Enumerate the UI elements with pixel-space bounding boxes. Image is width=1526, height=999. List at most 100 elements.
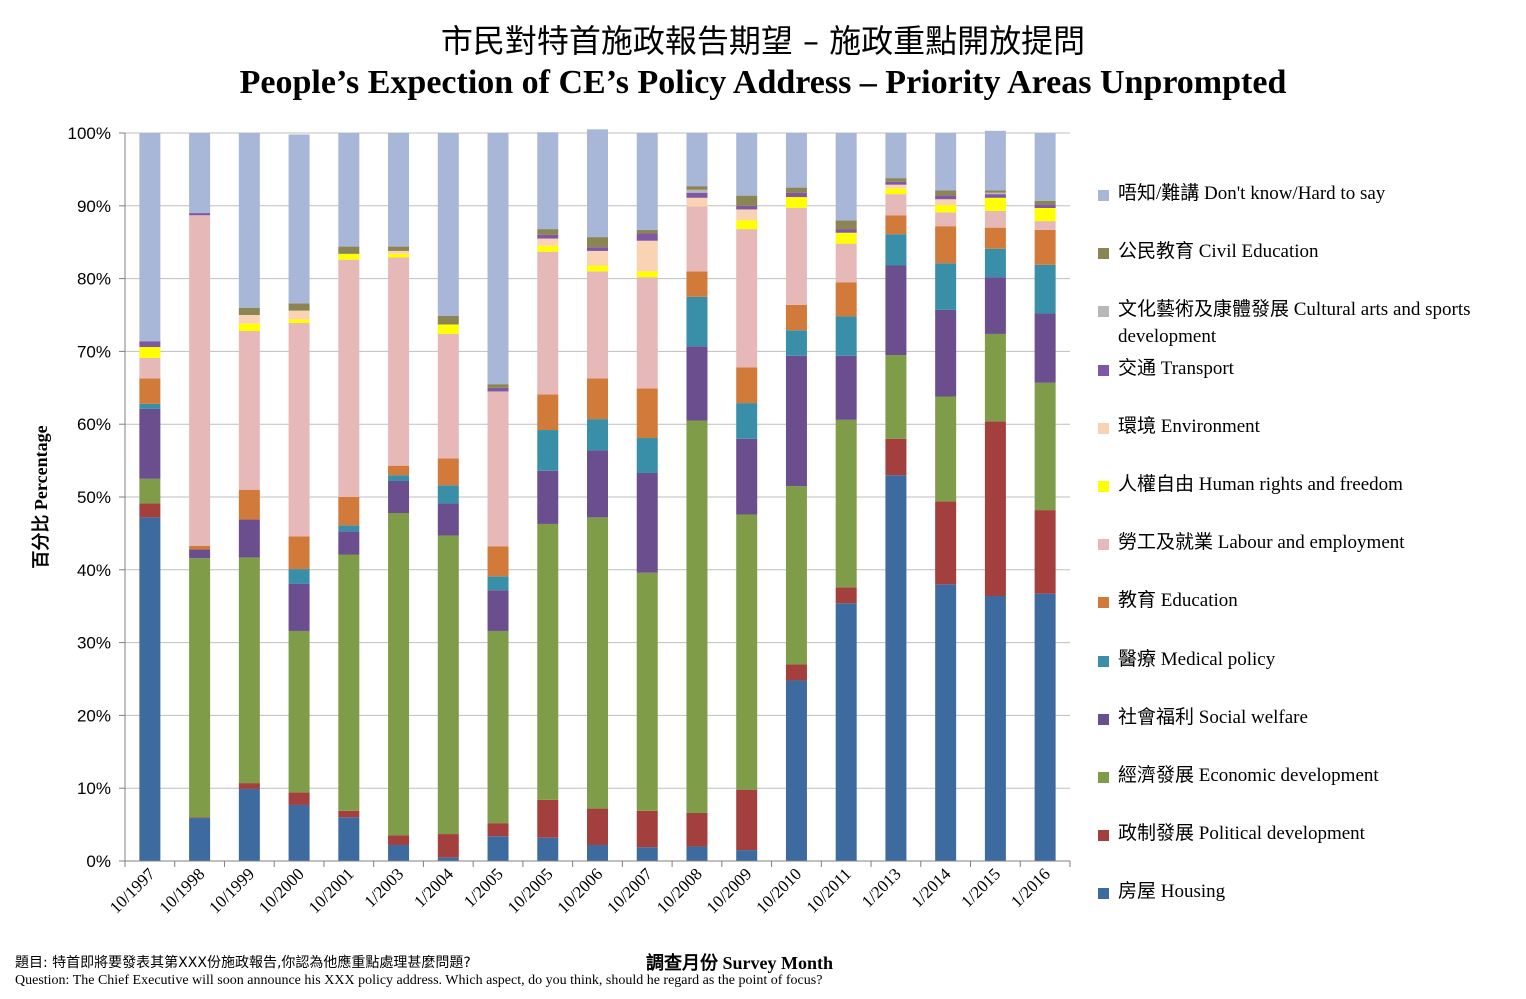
bar-segment — [537, 394, 559, 431]
bar-segment — [835, 229, 857, 233]
bar-segment — [487, 133, 509, 385]
bar-segment — [587, 271, 608, 379]
legend-label: 勞工及就業 Labour and employment — [1118, 532, 1405, 554]
bar-segment — [935, 226, 957, 264]
bar-segment — [437, 324, 459, 334]
bar-segment — [288, 310, 310, 320]
x-tick-label: 10/2008 — [653, 864, 706, 917]
bar-segment — [487, 630, 509, 824]
bar-segment — [537, 523, 559, 800]
bar-segment — [388, 250, 410, 254]
legend-swatch — [1098, 539, 1109, 551]
bar-segment — [686, 420, 708, 813]
bar-segment — [238, 331, 260, 490]
chart-title-zh: 市民對特首施政報告期望 – 施政重點開放提問 — [440, 22, 1086, 60]
bar-segment — [736, 133, 758, 196]
bar-segment — [238, 788, 260, 861]
bar-segment — [1034, 204, 1056, 208]
bar-segment — [935, 212, 957, 227]
bar-segment — [537, 799, 559, 838]
legend-label: 公民教育 Civil Education — [1118, 241, 1319, 263]
bar-segment — [587, 378, 608, 420]
bar-segment — [388, 133, 410, 247]
x-axis-label: 調查月份 Survey Month — [646, 953, 834, 973]
bar-segment — [885, 194, 907, 216]
bar-segment — [885, 188, 907, 195]
bar-segment — [139, 403, 161, 409]
x-tick-label: 10/2000 — [255, 864, 308, 917]
bar-segment — [139, 133, 161, 342]
bar-segment — [587, 450, 608, 518]
bar-segment — [736, 438, 758, 515]
legend-swatch — [1098, 597, 1109, 609]
bar-segment — [388, 257, 410, 466]
bar-segment — [885, 234, 907, 266]
bar-segment — [338, 817, 360, 861]
bar-segment — [636, 810, 658, 848]
bar-segment — [189, 558, 211, 818]
bar-segment — [1034, 207, 1056, 222]
legend-label: 醫療 Medical policy — [1118, 648, 1276, 670]
y-axis-label: 百分比 Percentage — [31, 425, 51, 569]
bar-segment — [1034, 593, 1056, 861]
bar-segment — [238, 133, 260, 308]
bar-segment — [984, 227, 1006, 249]
bar-segment — [487, 576, 509, 591]
bar-segment — [686, 206, 708, 272]
bar-segment — [189, 213, 211, 216]
bar-segment — [437, 834, 459, 858]
bar-segment — [686, 296, 708, 347]
bar-segment — [984, 194, 1006, 198]
y-tick-label: 70% — [77, 342, 111, 361]
legend-item: 人權自由 Human rights and freedom — [1098, 471, 1403, 498]
bar-segment — [338, 133, 360, 247]
bar-segment — [139, 357, 161, 379]
bar-segment — [835, 282, 857, 317]
bar-segment — [238, 323, 260, 332]
bar-segment — [587, 247, 608, 251]
bar-segment — [636, 847, 658, 861]
bar-segment — [338, 525, 360, 532]
legend-swatch — [1098, 713, 1109, 725]
legend-swatch — [1098, 830, 1109, 842]
bar-segment — [984, 596, 1006, 861]
bar-segment — [935, 309, 957, 397]
bar-segment — [587, 250, 608, 266]
legend-item: 社會福利 Social welfare — [1098, 704, 1308, 731]
bar-segment — [487, 387, 509, 392]
bar-segment — [885, 475, 907, 861]
bar-segment — [736, 229, 758, 368]
legend-item: 房屋 Housing — [1098, 878, 1225, 905]
bar-segment — [736, 789, 758, 851]
bar-segment — [587, 517, 608, 809]
legend-item: 公民教育 Civil Education — [1098, 238, 1319, 265]
bar-segment — [587, 808, 608, 845]
y-tick-label: 100% — [68, 124, 111, 143]
bar-segment — [537, 251, 559, 395]
bar-segment — [189, 818, 211, 861]
bar-segment — [935, 263, 957, 310]
y-tick-label: 50% — [77, 488, 111, 507]
bar-segment — [885, 178, 907, 182]
x-tick-label: 1/2003 — [361, 864, 408, 911]
bar-segment — [487, 546, 509, 577]
bar-segment — [288, 303, 310, 311]
x-tick-label: 10/1998 — [156, 864, 209, 917]
x-tick-label: 10/2001 — [305, 864, 358, 917]
bar-segment — [338, 497, 360, 526]
bar-segment — [736, 367, 758, 404]
bar-segment — [238, 307, 260, 315]
bars — [139, 129, 1056, 861]
x-tick-label: 10/2010 — [752, 864, 805, 917]
bar-segment — [785, 680, 807, 861]
bar-segment — [537, 245, 559, 252]
axes: 0% 10% 20% 30% 40% 50% 60% 70% 80% 90% 100% 10/1997… — [68, 124, 1071, 917]
bar-segment — [935, 205, 957, 213]
bar-segment — [288, 323, 310, 537]
bar-segment — [139, 503, 161, 518]
bar-segment — [1034, 221, 1056, 230]
bar-segment — [1034, 229, 1056, 265]
y-tick-label: 20% — [77, 706, 111, 725]
y-tick-label: 60% — [77, 415, 111, 434]
